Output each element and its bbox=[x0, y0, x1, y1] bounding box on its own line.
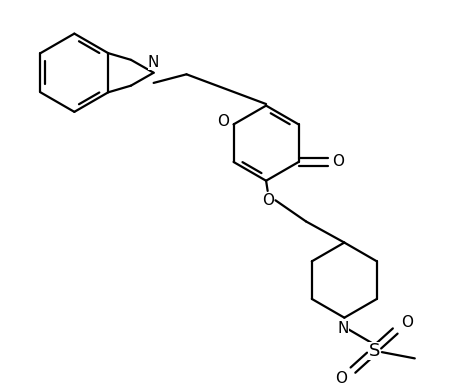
Text: N: N bbox=[148, 55, 159, 70]
Text: O: O bbox=[401, 315, 413, 330]
Text: O: O bbox=[335, 371, 347, 386]
Text: S: S bbox=[369, 341, 380, 359]
Text: N: N bbox=[338, 321, 349, 336]
Text: O: O bbox=[261, 193, 274, 208]
Text: O: O bbox=[333, 154, 345, 169]
Text: O: O bbox=[217, 114, 230, 129]
